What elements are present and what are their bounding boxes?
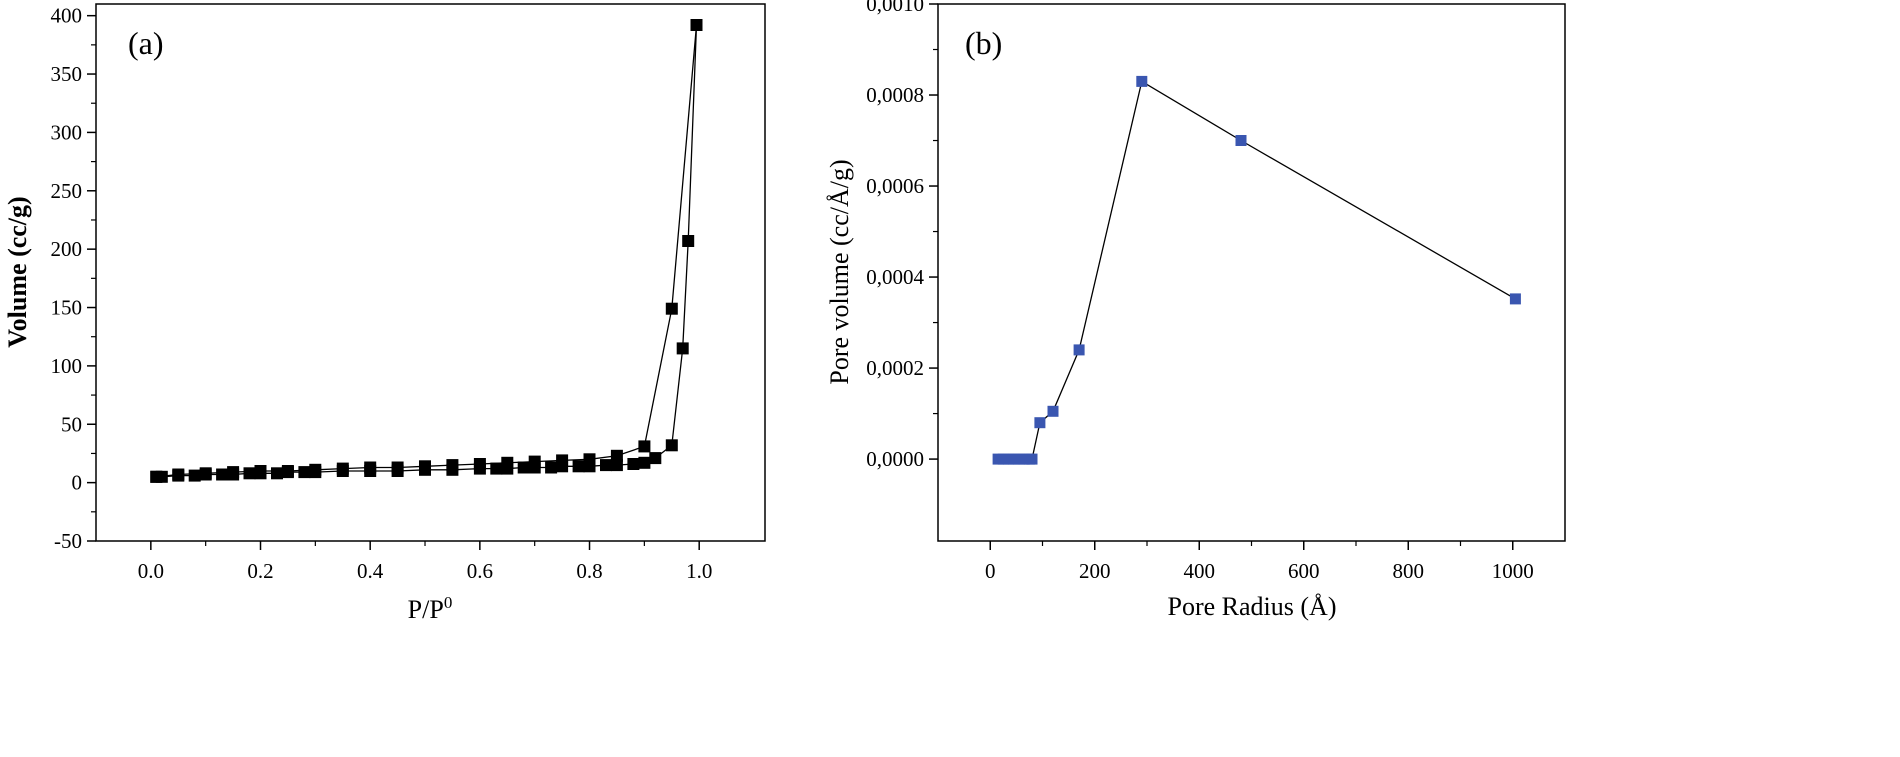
data-point-a xyxy=(254,465,267,477)
data-point-a xyxy=(600,459,612,472)
ytick-label-a: 250 xyxy=(51,179,83,203)
data-point-a xyxy=(649,452,662,465)
xtick-label-b: 1000 xyxy=(1492,559,1534,583)
ytick-label-a: 350 xyxy=(51,62,83,86)
data-point-a xyxy=(446,459,459,472)
xtick-label-a: 0.4 xyxy=(357,559,384,583)
xtick-label-b: 0 xyxy=(985,559,996,583)
panel-label-b: (b) xyxy=(965,25,1002,61)
data-point-b xyxy=(1026,453,1038,465)
ytick-label-a: 50 xyxy=(61,412,82,436)
data-point-a xyxy=(665,439,678,452)
ytick-label-b: 0,0004 xyxy=(866,265,924,289)
data-point-b xyxy=(1034,417,1046,429)
plot-frame-a xyxy=(95,3,766,542)
ytick-label-b: 0,0010 xyxy=(866,0,924,16)
xtick-label-a: 0.2 xyxy=(247,559,273,583)
y-axis-title-b: Pore volume (cc/Å/g) xyxy=(825,159,854,384)
x-axis-title-a: P/P0 xyxy=(408,593,453,624)
xtick-label-b: 800 xyxy=(1393,559,1425,583)
data-point-a xyxy=(271,467,283,480)
xtick-label-a: 1.0 xyxy=(686,559,712,583)
data-point-a xyxy=(281,465,294,477)
ytick-label-a: 200 xyxy=(51,237,83,261)
data-point-a xyxy=(216,468,229,481)
ytick-label-a: 300 xyxy=(51,120,83,144)
data-point-a xyxy=(583,453,596,466)
x-axis-title-b: Pore Radius (Å) xyxy=(1168,592,1337,621)
y-axis-title-a: Volume (cc/g) xyxy=(3,196,32,347)
data-point-a xyxy=(676,342,689,355)
data-point-a xyxy=(627,458,640,470)
series-line-b-0 xyxy=(998,80,1516,460)
data-point-a xyxy=(517,461,530,474)
data-layer-a xyxy=(150,19,703,483)
data-point-a xyxy=(665,302,678,315)
data-point-a xyxy=(690,19,703,31)
xtick-label-a: 0.8 xyxy=(576,559,602,583)
xtick-label-a: 0.0 xyxy=(138,559,164,583)
xtick-label-b: 600 xyxy=(1288,559,1320,583)
xticks-b: 0 200 400 600 800 1000 xyxy=(985,541,1534,583)
data-point-a xyxy=(227,466,240,479)
ytick-label-a: 150 xyxy=(51,296,83,320)
series-line-a-0 xyxy=(156,24,698,478)
data-point-a xyxy=(188,469,201,482)
panel-b: 0,0000 0,0002 0,0004 0,0006 0,0008 0,0010 0 20… xyxy=(825,0,1566,621)
data-point-b xyxy=(1509,293,1521,305)
data-layer-b xyxy=(992,75,1521,465)
ytick-label-a: -50 xyxy=(54,529,82,553)
data-point-a xyxy=(309,463,322,476)
x-axis-title-a-sup: 0 xyxy=(444,593,453,612)
panel-a: -50 0 50 100 150 200 250 300 350 400 0.0 0.2 0.4 0.6… xyxy=(3,3,766,624)
data-point-a xyxy=(243,467,256,480)
x-axis-title-a-main: P/P xyxy=(408,595,444,624)
data-point-a xyxy=(638,456,651,469)
data-point-a xyxy=(298,466,311,479)
data-point-a xyxy=(610,449,623,462)
data-point-a xyxy=(610,459,623,472)
data-point-a xyxy=(682,235,695,247)
data-point-b xyxy=(1136,75,1148,87)
data-point-a xyxy=(391,461,404,474)
data-point-a xyxy=(150,470,163,483)
ytick-label-b: 0,0006 xyxy=(866,174,924,198)
series-line-a-1 xyxy=(156,24,698,478)
data-point-a xyxy=(199,467,212,480)
ytick-label-a: 100 xyxy=(51,354,83,378)
data-point-a xyxy=(473,458,486,470)
data-point-a xyxy=(545,461,558,474)
data-point-b xyxy=(1047,405,1059,417)
xtick-label-b: 200 xyxy=(1079,559,1111,583)
ytick-label-a: 400 xyxy=(51,4,83,28)
data-point-a xyxy=(490,462,503,475)
xtick-label-b: 400 xyxy=(1184,559,1216,583)
data-point-b xyxy=(1073,344,1085,356)
data-point-a xyxy=(556,454,569,467)
ytick-label-a: 0 xyxy=(72,471,83,495)
yticks-a: -50 0 50 100 150 200 250 300 350 400 xyxy=(51,4,96,553)
yticks-b: 0,0000 0,0002 0,0004 0,0006 0,0008 0,0010 xyxy=(866,0,938,471)
data-point-b xyxy=(1235,135,1247,146)
ytick-label-b: 0,0000 xyxy=(866,447,924,471)
data-point-a xyxy=(501,456,514,469)
ytick-label-b: 0,0002 xyxy=(866,356,924,380)
data-point-a xyxy=(419,460,431,473)
data-point-a xyxy=(364,461,377,474)
data-point-a xyxy=(528,455,541,468)
data-point-a xyxy=(336,462,349,475)
panel-label-a: (a) xyxy=(128,25,164,61)
data-point-a xyxy=(638,440,651,453)
xtick-label-a: 0.6 xyxy=(467,559,493,583)
xticks-a: 0.0 0.2 0.4 0.6 0.8 1.0 xyxy=(138,541,712,583)
data-point-a xyxy=(572,460,585,473)
ytick-label-b: 0,0008 xyxy=(866,83,924,107)
data-point-a xyxy=(172,468,185,481)
